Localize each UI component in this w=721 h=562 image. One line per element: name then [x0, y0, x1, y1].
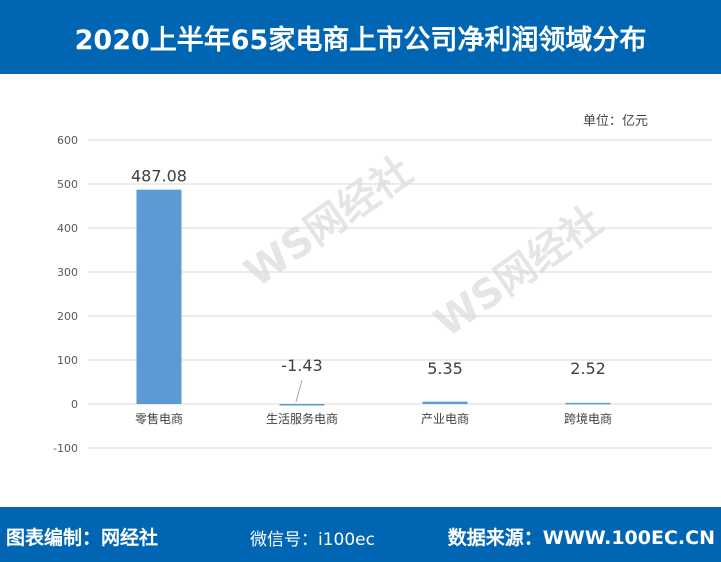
data-label: 5.35	[427, 359, 463, 378]
unit-label: 单位：亿元	[583, 114, 649, 129]
data-label: -1.43	[281, 356, 322, 375]
y-tick-label: 400	[57, 222, 78, 235]
y-tick-label: 0	[71, 398, 78, 411]
footer-editor: 图表编制：网经社	[6, 527, 159, 549]
x-tick-label: 生活服务电商	[266, 411, 338, 426]
y-tick-label: 500	[57, 178, 78, 191]
y-tick-label: 600	[57, 134, 78, 147]
bar	[565, 402, 611, 405]
data-label: 2.52	[570, 359, 606, 378]
y-tick-label: 100	[57, 354, 78, 367]
y-tick-label: -100	[53, 442, 78, 455]
bar	[422, 401, 468, 404]
wechat-watermark: 微信号：i100ec	[250, 530, 375, 550]
footer: 图表编制：网经社 微信号：i100ec 数据来源：WWW.100EC.CN	[0, 507, 721, 562]
bar	[279, 404, 325, 406]
x-tick-label: 产业电商	[421, 411, 469, 426]
leader-line	[295, 379, 303, 403]
x-tick-label: 零售电商	[135, 411, 183, 426]
x-tick-label: 跨境电商	[564, 411, 612, 426]
y-tick-label: 200	[57, 310, 78, 323]
data-label: 487.08	[131, 167, 187, 186]
chart-title: 2020上半年65家电商上市公司净利润领域分布	[0, 0, 721, 74]
y-tick-label: 300	[57, 266, 78, 279]
bar	[136, 189, 182, 404]
footer-source: 数据来源：WWW.100EC.CN	[447, 527, 715, 549]
